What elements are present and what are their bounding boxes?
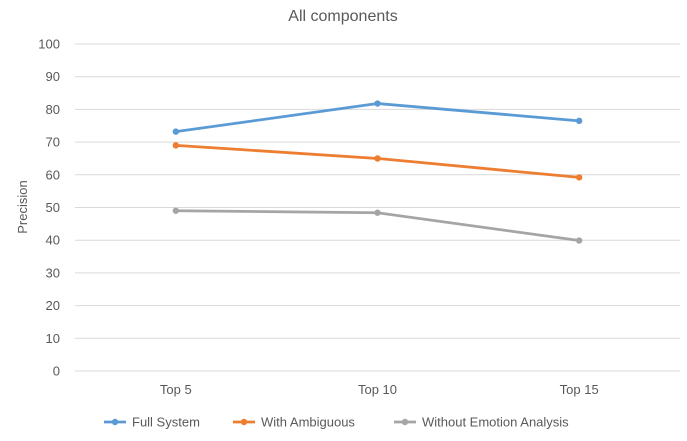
data-point [374,155,381,162]
data-point [374,100,381,107]
legend: Full System With Ambiguous Without Emotion… [104,415,569,430]
data-point [172,142,180,149]
x-tick-label: Top 10 [358,382,397,397]
y-tick-label: 20 [46,298,60,313]
y-tick-label: 40 [46,233,60,248]
y-axis-ticks: 0 10 20 30 40 50 60 70 80 90 100 [38,37,60,379]
data-point [172,128,180,135]
y-tick-label: 50 [46,200,60,215]
x-axis-ticks: Top 5 Top 10 Top 15 [160,382,599,397]
y-tick-label: 0 [53,364,60,379]
y-tick-label: 30 [46,265,60,280]
legend-item: With Ambiguous [233,415,355,430]
legend-label: Full System [132,415,200,430]
data-point [575,174,583,181]
series-1 [172,142,583,181]
y-tick-label: 90 [46,69,60,84]
legend-item: Without Emotion Analysis [394,415,569,430]
legend-item: Full System [104,415,200,430]
legend-marker [111,418,119,426]
y-tick-label: 10 [46,331,60,346]
data-point [575,237,583,244]
data-point [374,209,381,216]
x-tick-label: Top 5 [160,382,192,397]
legend-marker [401,418,409,426]
y-tick-label: 80 [46,102,60,117]
legend-label: Without Emotion Analysis [422,415,569,430]
series-line [174,102,581,134]
series-2 [172,207,583,244]
series-0 [172,100,583,135]
y-tick-label: 100 [38,37,60,52]
chart-title: All components [288,8,397,25]
y-axis-label: Precision [15,180,30,233]
y-tick-label: 60 [46,167,60,182]
gridlines [75,43,680,372]
data-point [172,207,180,214]
legend-label: With Ambiguous [261,415,355,430]
series-group [172,100,583,244]
x-tick-label: Top 15 [560,382,599,397]
legend-marker [240,418,248,426]
data-point [575,117,583,125]
y-tick-label: 70 [46,135,60,150]
